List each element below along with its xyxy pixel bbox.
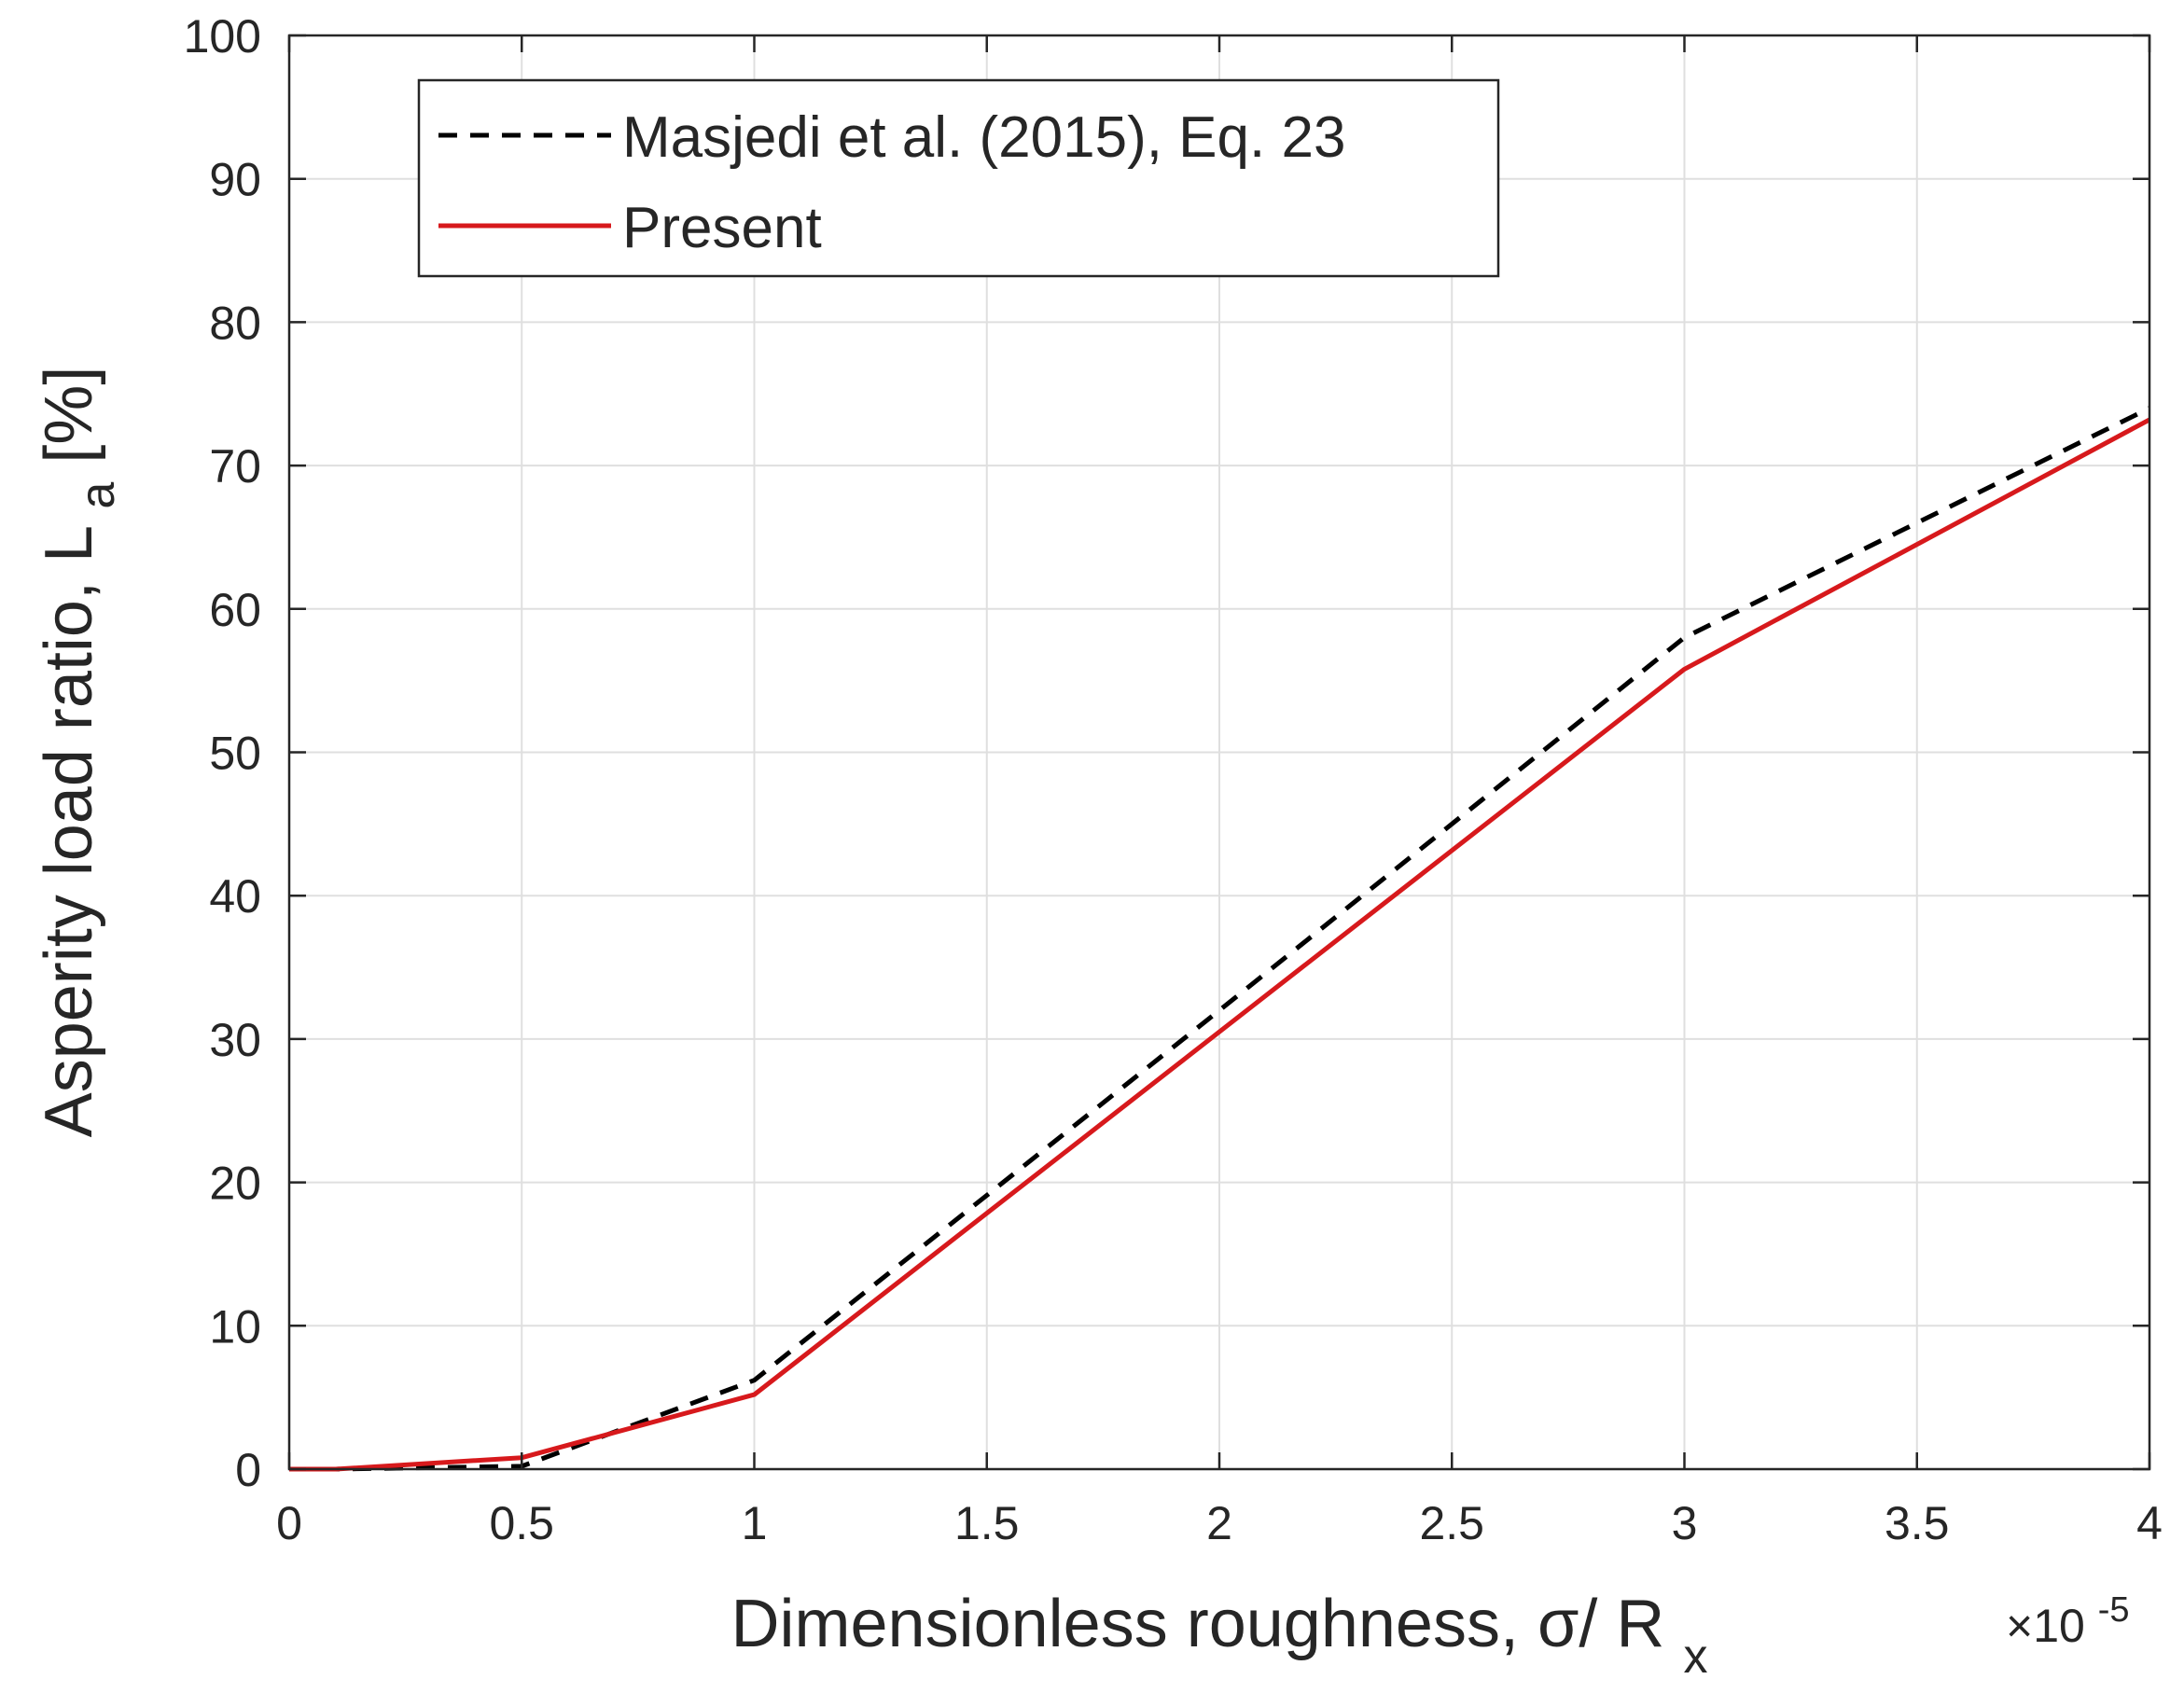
y-tick-label: 50 xyxy=(209,728,261,780)
x-tick-label: 2.5 xyxy=(1419,1497,1484,1549)
legend-label-present: Present xyxy=(622,196,822,260)
x-tick-label: 0 xyxy=(276,1497,302,1549)
x-tick-label: 0.5 xyxy=(489,1497,554,1549)
y-tick-label: 60 xyxy=(209,584,261,636)
y-tick-label: 40 xyxy=(209,870,261,923)
y-tick-label: 10 xyxy=(209,1300,261,1353)
x-axis-label: Dimensionless roughness, σ/ R x xyxy=(731,1587,1708,1684)
x-exponent-power: -5 xyxy=(2098,1590,2130,1630)
y-tick-label: 20 xyxy=(209,1158,261,1210)
x-tick-label: 4 xyxy=(2136,1497,2163,1549)
x-tick-label: 1 xyxy=(742,1497,768,1549)
legend: Masjedi et al. (2015), Eq. 23 Present xyxy=(417,78,1500,278)
y-tick-label: 70 xyxy=(209,440,261,493)
y-axis-label-text: Asperity load ratio, L xyxy=(32,527,106,1137)
tick-marks xyxy=(287,34,2151,1471)
y-axis-label: Asperity load ratio, L a [%] xyxy=(32,367,129,1138)
legend-box xyxy=(417,78,1500,278)
y-tick-label: 80 xyxy=(209,297,261,349)
y-tick-label: 100 xyxy=(184,10,261,62)
x-axis-label-subscript: x xyxy=(1683,1630,1707,1684)
legend-label-masjedi: Masjedi et al. (2015), Eq. 23 xyxy=(622,105,1345,170)
x-exponent: ×10 -5 xyxy=(2006,1590,2130,1652)
x-axis-label-text: Dimensionless roughness, σ/ R xyxy=(731,1587,1665,1661)
y-tick-label: 0 xyxy=(235,1444,261,1496)
y-tick-label: 30 xyxy=(209,1014,261,1066)
x-exponent-base: ×10 xyxy=(2006,1600,2085,1652)
y-axis-label-subscript: a xyxy=(71,482,125,509)
x-tick-label: 3.5 xyxy=(1885,1497,1950,1549)
x-tick-label: 3 xyxy=(1672,1497,1698,1549)
y-tick-label: 90 xyxy=(209,154,261,206)
x-tick-label: 1.5 xyxy=(954,1497,1020,1549)
y-axis-label-suffix: [%] xyxy=(32,367,106,464)
x-tick-label: 2 xyxy=(1206,1497,1232,1549)
